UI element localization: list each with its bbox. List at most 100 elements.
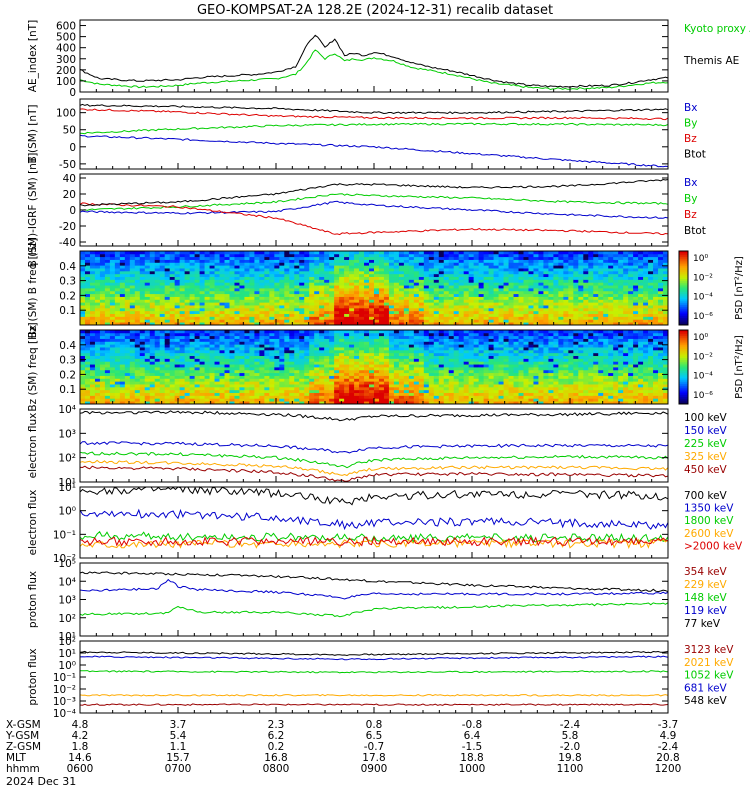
spectrogram-cell [99,262,106,266]
spectrogram-cell [174,352,181,357]
spectrogram-cell [119,352,126,357]
spectrogram-cell [329,386,335,391]
spectrogram-cell [369,364,375,368]
spectrogram-cell [478,302,485,306]
spectrogram-cell [448,282,455,286]
spectrogram-cell [433,262,440,266]
spectrogram-cell [598,290,604,295]
spectrogram-cell [304,307,310,312]
spectrogram-cell [239,273,245,278]
spectrogram-cell [149,395,156,399]
spectrogram-cell [339,384,345,388]
spectrogram-cell [179,352,186,357]
spectrogram-cell [578,310,584,315]
spectrogram-cell [309,273,315,278]
spectrogram-cell [628,316,634,320]
spectrogram-cell [169,302,176,306]
spectrogram-cell [204,338,210,342]
spectrogram-cell [463,288,470,292]
spectrogram-cell [598,270,604,275]
spectrogram-cell [184,290,191,295]
spectrogram-cell [369,401,375,405]
spectrogram-cell [219,375,225,379]
spectrogram-cell [339,335,345,339]
spectrogram-cell [354,279,360,283]
spectrogram-cell [558,253,564,258]
spectrogram-cell [174,253,181,258]
spectrogram-cell [194,319,200,323]
spectrogram-cell [109,375,116,379]
spectrogram-cell [179,270,186,275]
spectrogram-cell [383,338,390,342]
spectrogram-cell [144,389,151,394]
spectrogram-cell [473,307,480,312]
spectrogram-cell [369,265,375,269]
spectrogram-cell [224,319,230,323]
spectrogram-cell [603,316,609,320]
spectrogram-cell [254,319,260,323]
spectrogram-cell [259,296,265,300]
spectrogram-cell [498,290,504,295]
spectrogram-cell [209,332,215,337]
spectrogram-cell [114,347,121,351]
spectrogram-cell [114,310,121,315]
spectrogram-cell [483,316,490,320]
spectrogram-cell [239,316,245,320]
spectrogram-cell [528,265,534,269]
spectrogram-cell [613,282,619,286]
spectrogram-cell [388,330,395,334]
spectrogram-cell [339,265,345,269]
spectrogram-cell [613,276,619,280]
spectrogram-cell [663,288,669,292]
spectrogram-cell [99,364,106,368]
legend-entry: Bx [684,102,697,114]
spectrogram-cell [438,256,445,260]
spectrogram-cell [618,259,624,263]
spectrogram-cell [184,352,191,357]
spectrogram-cell [528,290,534,295]
spectrogram-cell [324,276,330,280]
spectrogram-cell [154,392,161,396]
spectrogram-cell [194,347,200,351]
spectrogram-cell [154,270,161,275]
spectrogram-cell [369,319,375,323]
spectrogram-cell [254,288,260,292]
spectrogram-cell [349,355,355,359]
spectrogram-cell [388,265,395,269]
spectrogram-cell [403,265,410,269]
spectrogram-cell [209,251,215,255]
spectrogram-cell [189,330,196,334]
spectrogram-cell [433,302,440,306]
spectrogram-cell [294,352,300,357]
spectrogram-cell [219,279,225,283]
spectrogram-cell [508,253,514,258]
spectrogram-cell [413,268,420,272]
spectrogram-cell [154,268,161,272]
spectrogram-cell [134,352,141,357]
spectrogram-cell [408,302,415,306]
spectrogram-cell [94,384,101,388]
spectrogram-cell [119,384,126,388]
spectrogram-cell [239,389,245,394]
spectrogram-cell [154,367,161,371]
spectrogram-cell [224,378,230,382]
spectrogram-cell [533,296,539,300]
spectrogram-cell [553,279,559,283]
spectrogram-cell [239,367,245,371]
spectrogram-cell [388,349,395,354]
spectrogram-cell [229,262,235,266]
spectrogram-cell [234,279,240,283]
spectrogram-cell [408,310,415,315]
spectrogram-cell [189,335,196,339]
spectrogram-cell [388,273,395,278]
spectrogram-cell [448,268,455,272]
spectrogram-cell [369,270,375,275]
spectrogram-cell [663,316,669,320]
spectrogram-cell [224,268,230,272]
spectrogram-cell [199,392,205,396]
spectrogram-cell [493,307,499,312]
spectrogram-cell [628,270,634,275]
spectrogram-cell [633,288,639,292]
spectrogram-cell [593,251,599,255]
spectrogram-cell [119,313,126,317]
